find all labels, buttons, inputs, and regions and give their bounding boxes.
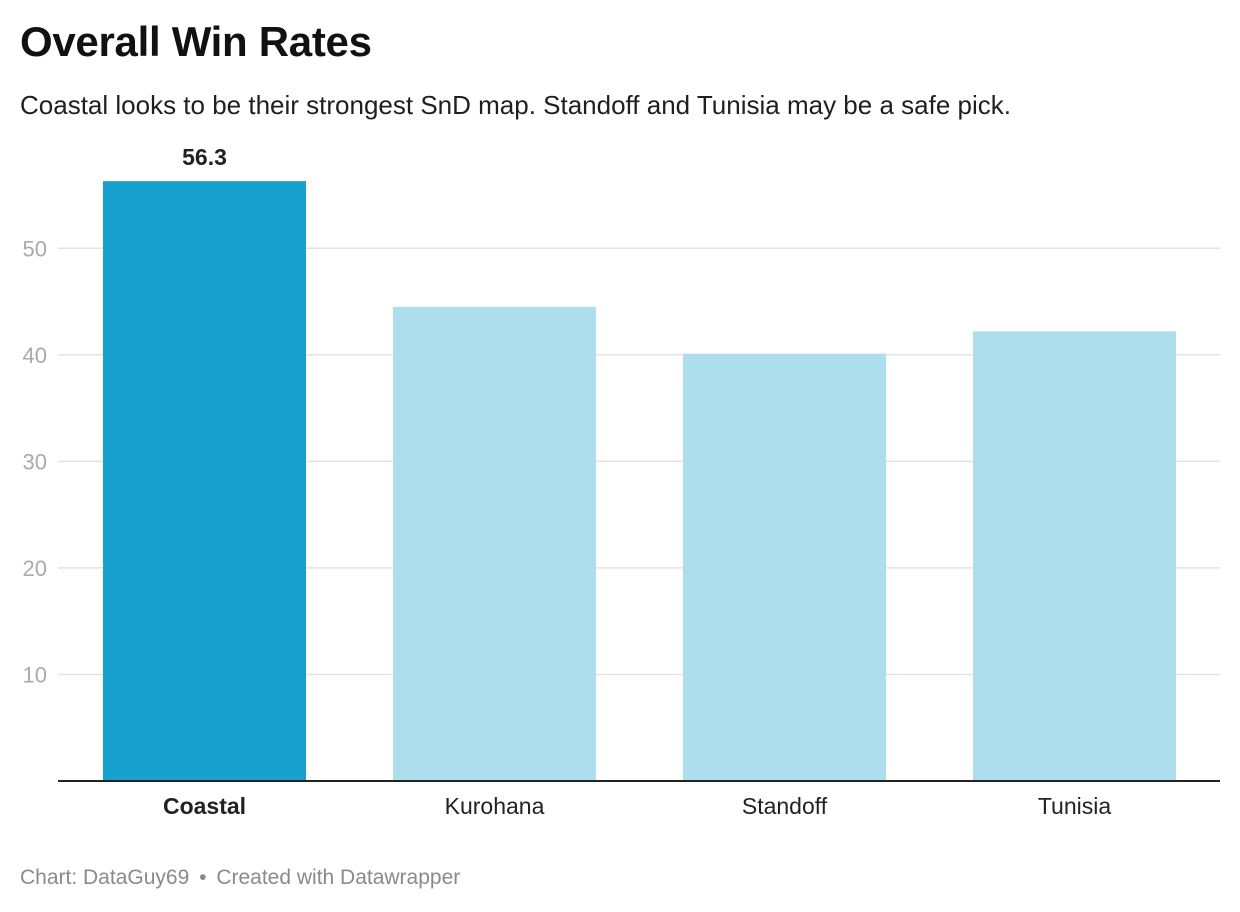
tool-credit: Created with Datawrapper xyxy=(216,866,461,889)
source-credit: Chart: DataGuy69 xyxy=(20,866,190,889)
y-tick-label: 20 xyxy=(23,556,47,581)
chart-subtitle: Coastal looks to be their strongest SnD … xyxy=(20,90,1011,120)
y-tick-label: 30 xyxy=(23,449,47,474)
y-tick-label: 40 xyxy=(23,343,47,368)
footer-separator: • xyxy=(199,866,207,889)
bar-coastal xyxy=(103,181,306,781)
x-tick-label: Tunisia xyxy=(1038,793,1111,819)
bar-kurohana xyxy=(393,306,596,781)
x-axis-ticks: Coastal Kurohana Standoff Tunisia xyxy=(163,793,1111,819)
y-tick-label: 50 xyxy=(23,236,47,261)
chart-title: Overall Win Rates xyxy=(20,18,372,65)
y-axis-ticks: 10 20 30 40 50 xyxy=(23,236,47,687)
chart-footer: Chart: DataGuy69 • Created with Datawrap… xyxy=(20,866,460,890)
x-tick-label: Coastal xyxy=(163,793,246,819)
y-tick-label: 10 xyxy=(23,662,47,687)
bar-standoff xyxy=(683,353,886,781)
bars xyxy=(103,181,1176,781)
x-tick-label: Standoff xyxy=(742,793,828,819)
value-label: 56.3 xyxy=(182,144,227,170)
x-tick-label: Kurohana xyxy=(445,793,545,819)
value-labels: 56.3 xyxy=(182,144,227,170)
bar-tunisia xyxy=(973,331,1176,781)
